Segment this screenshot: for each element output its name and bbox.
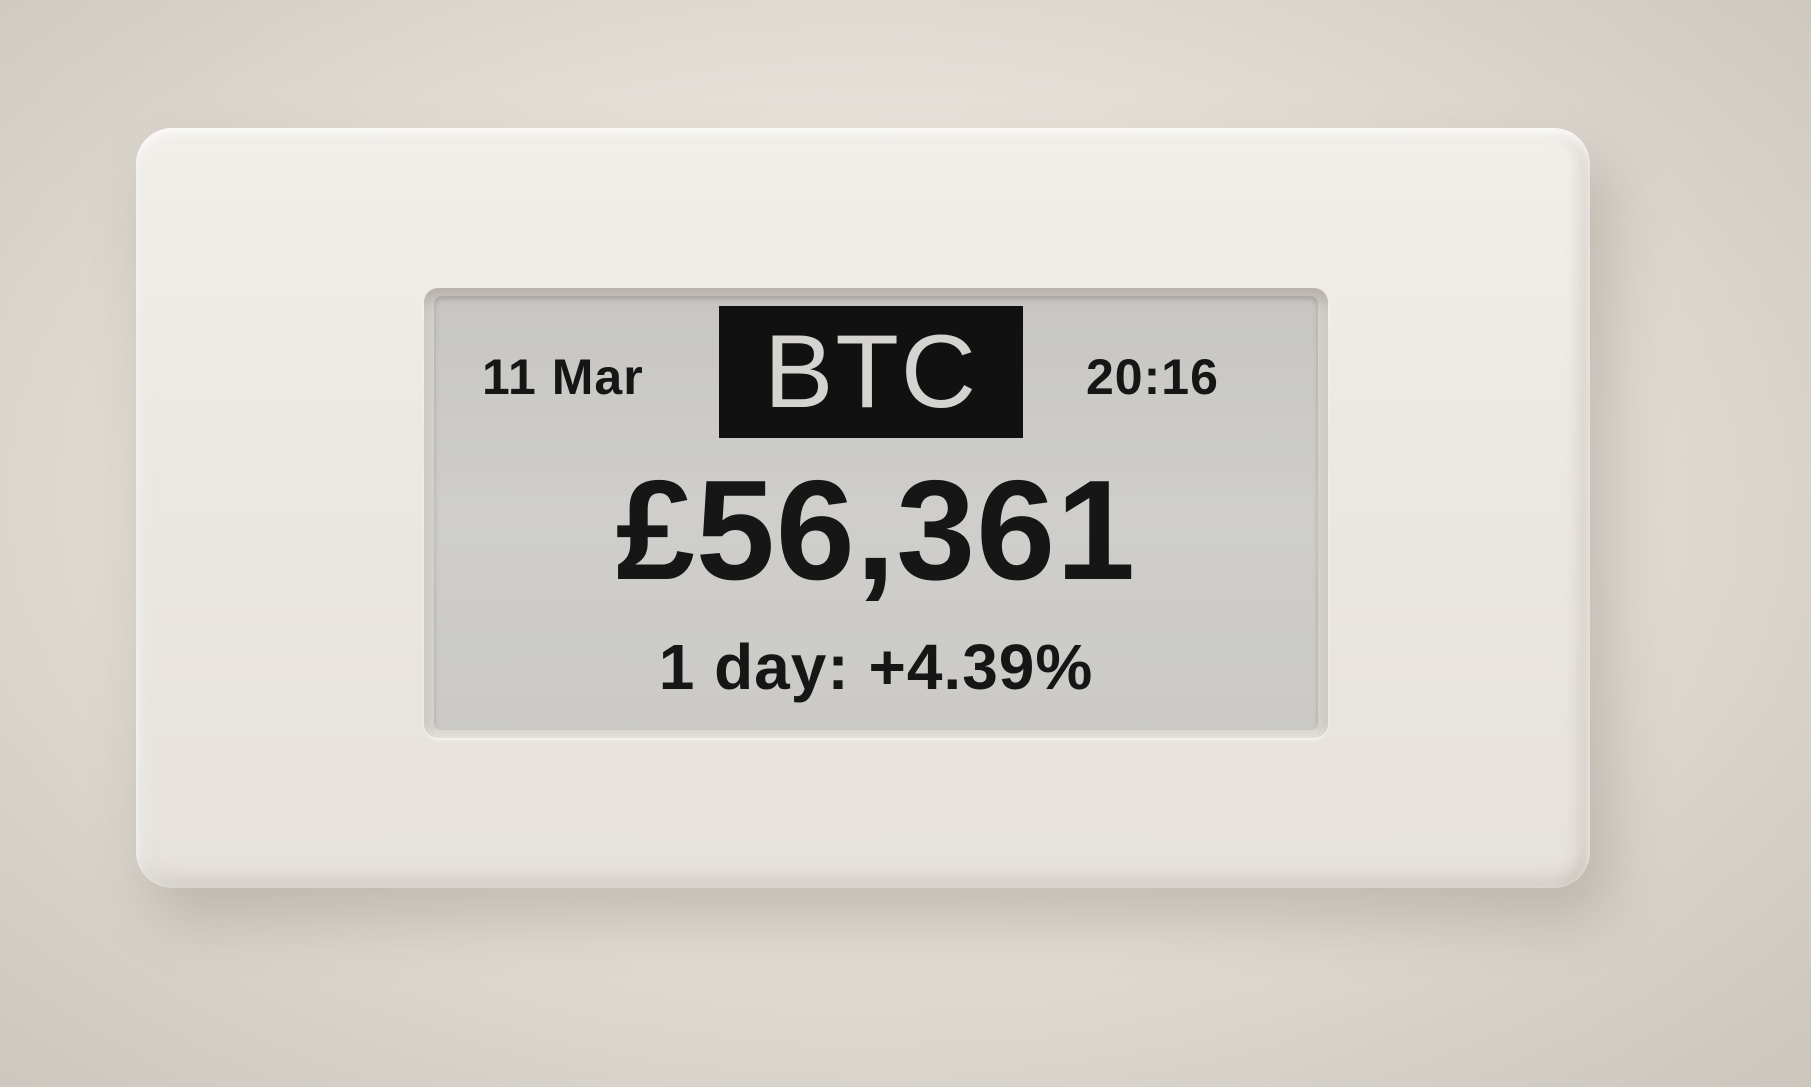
ticker-symbol: BTC: [764, 314, 978, 430]
ticker-badge: BTC: [719, 306, 1023, 438]
e-ink-screen: 11 Mar BTC 20:16 £56,361 1 day: +4.39%: [434, 296, 1318, 730]
date-label: 11 Mar: [482, 349, 644, 405]
e-ink-ticker-device: 11 Mar BTC 20:16 £56,361 1 day: +4.39%: [136, 128, 1590, 888]
price-value: £56,361: [615, 451, 1137, 610]
daily-change: 1 day: +4.39%: [658, 631, 1094, 703]
time-label: 20:16: [1086, 349, 1219, 405]
